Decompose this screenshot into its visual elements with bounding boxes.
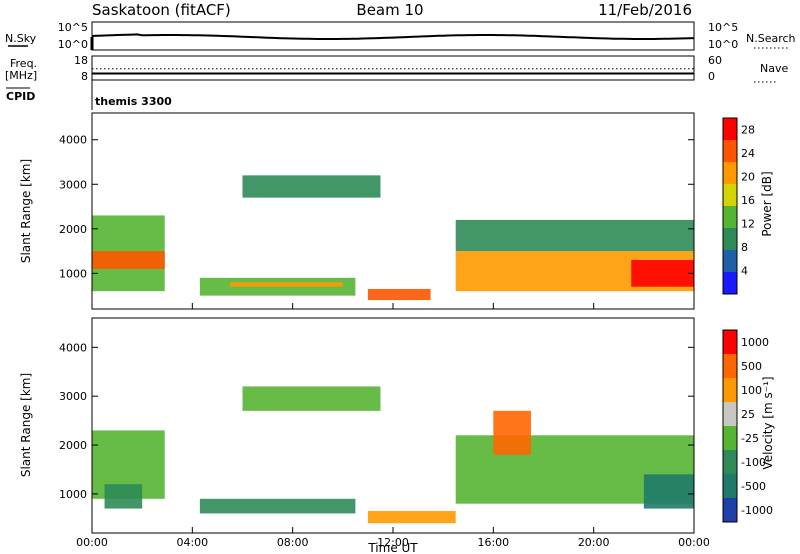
velocity-colorbar-label: Velocity [m s⁻¹] (761, 376, 775, 469)
power-colorbar: 4 8 12 16 20 24 28 (722, 117, 755, 295)
colorbar-tick-6: 28 (741, 124, 755, 137)
colorbar-swatch-6 (723, 140, 737, 162)
power-data-layer (92, 175, 694, 301)
velocity-region-7 (643, 474, 694, 509)
time-axis: 00:00 04:00 08:00 12:00 16:00 20:00 00:00 (76, 303, 710, 549)
x-axis-label: Time UT (367, 541, 418, 554)
velocity-region-3 (242, 386, 381, 411)
noise-panel: N.Sky 10^5 10^0 10^5 10^0 N.Search (5, 21, 796, 51)
colorbar-swatch-5 (723, 162, 737, 184)
colorbar-tick-0: 1000 (741, 336, 769, 349)
velocity-data-layer (92, 386, 694, 524)
colorbar-swatch-3 (723, 206, 737, 228)
noise-right-tick-bottom: 10^0 (708, 38, 738, 51)
colorbar-tick-4: 20 (741, 171, 755, 184)
velocity-region-2 (199, 498, 356, 514)
colorbar-swatch-6 (723, 354, 737, 378)
colorbar-tick-6: -500 (741, 480, 766, 493)
colorbar-swatch-7 (723, 118, 737, 140)
ytick-label-2: 3000 (59, 178, 87, 191)
power-axis: 1000 2000 3000 4000 (59, 134, 694, 280)
velocity-region-6 (493, 410, 531, 455)
colorbar-swatch-3 (723, 426, 737, 450)
colorbar-swatch-4 (723, 402, 737, 426)
colorbar-swatch-1 (723, 250, 737, 272)
noise-sky-line (91, 33, 695, 40)
velocity-panel: 1000 2000 3000 4000 Slant Range [km] 1000 50… (19, 303, 775, 554)
power-region-7 (455, 219, 694, 252)
power-region-5 (367, 288, 431, 301)
colorbar-swatch-0 (723, 272, 737, 294)
freq-tick-top: 18 (74, 54, 88, 67)
power-panel: 1000 2000 3000 4000 Slant Range [km] 4 8 12 16… (19, 112, 774, 310)
cpid-text: themis 3300 (95, 95, 172, 108)
colorbar-tick-3: 25 (741, 408, 755, 421)
xtick-label-1: 04:00 (176, 536, 208, 549)
nave-tick-top: 60 (708, 54, 722, 67)
power-region-1 (92, 251, 165, 269)
colorbar-tick-0: 4 (741, 265, 748, 278)
colorbar-swatch-2 (723, 450, 737, 474)
velocity-region-1 (104, 484, 143, 509)
frequency-panel: Freq. [MHz] 18 8 60 0 Nave (5, 54, 788, 83)
ytick-label-1: 2000 (59, 439, 87, 452)
colorbar-tick-7: -1000 (741, 504, 773, 517)
power-region-4 (242, 175, 381, 198)
noise-right-label: N.Search (746, 32, 796, 45)
freq-tick-bottom: 8 (81, 70, 88, 83)
colorbar-swatch-5 (723, 378, 737, 402)
xtick-label-2: 08:00 (277, 536, 309, 549)
colorbar-tick-4: -25 (741, 432, 759, 445)
ytick-label-1: 2000 (59, 223, 87, 236)
colorbar-tick-5: 24 (741, 147, 755, 160)
cpid-label: CPID (6, 90, 35, 103)
colorbar-swatch-0 (723, 498, 737, 522)
ytick-label-3: 4000 (59, 341, 87, 354)
freq-left-unit: [MHz] (5, 69, 37, 82)
noise-left-label: N.Sky (5, 32, 37, 45)
colorbar-swatch-4 (723, 184, 737, 206)
noise-left-tick-top: 10^5 (58, 21, 88, 34)
colorbar-tick-2: 100 (741, 384, 762, 397)
colorbar-tick-1: 500 (741, 360, 762, 373)
xtick-label-6: 00:00 (678, 536, 710, 549)
ytick-label-0: 1000 (59, 488, 87, 501)
xtick-label-3: 12:00 (377, 536, 409, 549)
colorbar-tick-1: 8 (741, 241, 748, 254)
colorbar-tick-2: 12 (741, 218, 755, 231)
ytick-label-2: 3000 (59, 390, 87, 403)
cpid-panel: CPID themis 3300 (6, 80, 172, 110)
power-colorbar-label: Power [dB] (760, 171, 774, 236)
station-title: Saskatoon (fitACF) (92, 1, 231, 19)
noise-right-tick-top: 10^5 (708, 21, 738, 34)
velocity-colorbar: 1000 500 100 25 -25 -100 -500 -1000 (722, 329, 773, 523)
noise-left-tick-bottom: 10^0 (58, 38, 88, 51)
ytick-label-0: 1000 (59, 267, 87, 280)
power-region-3 (229, 282, 343, 287)
velocity-ylabel: Slant Range [km] (19, 373, 33, 477)
date-title: 11/Feb/2016 (598, 1, 692, 19)
colorbar-frame (722, 117, 738, 295)
beam-title: Beam 10 (356, 1, 423, 19)
power-region-8 (631, 260, 694, 287)
velocity-axis: 1000 2000 3000 4000 (59, 341, 694, 501)
power-ylabel: Slant Range [km] (19, 159, 33, 263)
colorbar-swatch-7 (723, 330, 737, 354)
xtick-label-5: 20:00 (578, 536, 610, 549)
freq-left-label: Freq. (10, 57, 37, 70)
colorbar-tick-5: -100 (741, 456, 766, 469)
xtick-label-0: 00:00 (76, 536, 108, 549)
colorbar-tick-3: 16 (741, 194, 755, 207)
velocity-region-4 (367, 511, 456, 524)
colorbar-swatch-2 (723, 228, 737, 250)
nave-tick-bottom: 0 (708, 70, 715, 83)
colorbar-frame (722, 329, 738, 523)
xtick-label-4: 16:00 (477, 536, 509, 549)
colorbar-swatch-1 (723, 474, 737, 498)
ytick-label-3: 4000 (59, 134, 87, 147)
nave-label: Nave (760, 62, 788, 75)
